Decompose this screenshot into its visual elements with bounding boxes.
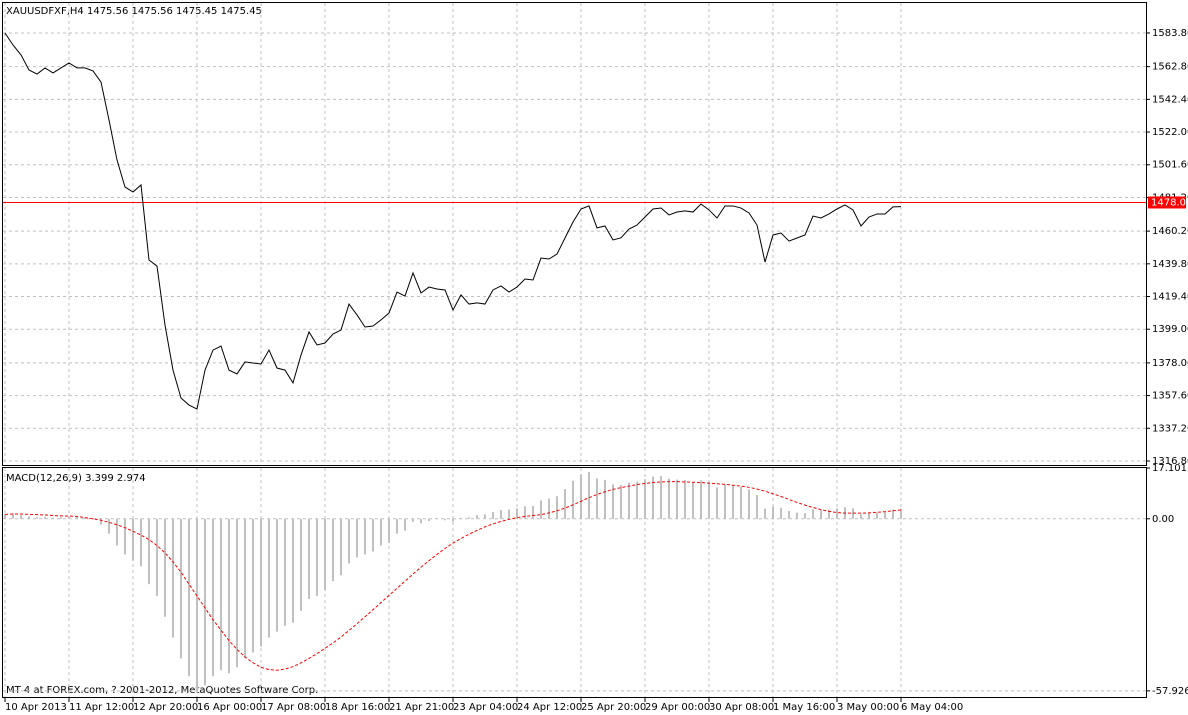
x-tick-label: 12 Apr 20:00 xyxy=(133,702,198,713)
y-tick-label: 1337.20 xyxy=(1152,423,1188,434)
y-tick-label: 17.101 xyxy=(1152,463,1187,474)
x-tick-label: 25 Apr 20:00 xyxy=(581,702,646,713)
x-tick-label: 18 Apr 16:00 xyxy=(325,702,390,713)
x-tick-label: 29 Apr 00:00 xyxy=(645,702,710,713)
footer: MT 4 at FOREX.com, ? 2001-2012, MetaQuot… xyxy=(6,685,318,696)
x-tick-label: 3 May 00:00 xyxy=(837,702,899,713)
y-tick-label: 1357.60 xyxy=(1152,391,1188,402)
x-tick-label: 16 Apr 00:00 xyxy=(197,702,262,713)
y-tick-label: 1501.60 xyxy=(1152,160,1188,171)
x-tick-label: 11 Apr 12:00 xyxy=(69,702,134,713)
macd-title: MACD(12,26,9) 3.399 2.974 xyxy=(6,473,146,484)
y-tick-label: 1460.20 xyxy=(1152,226,1188,237)
y-tick-label: 1419.40 xyxy=(1152,292,1188,303)
y-tick-label: 1316.80 xyxy=(1152,456,1188,467)
signal-line xyxy=(4,481,902,671)
macd-panel xyxy=(2,467,1147,698)
y-tick-label: 1399.00 xyxy=(1152,324,1188,335)
price-line-series xyxy=(4,32,902,410)
x-tick-label: 23 Apr 04:00 xyxy=(453,702,518,713)
chart-title: XAUUSDFXF,H4 1475.56 1475.56 1475.45 147… xyxy=(6,6,262,17)
x-tick-label: 17 Apr 08:00 xyxy=(261,702,326,713)
y-tick-label: 1542.40 xyxy=(1152,94,1188,105)
y-tick-label: 1439.80 xyxy=(1152,259,1188,270)
x-tick-label: 24 Apr 12:00 xyxy=(517,702,582,713)
price-label-box xyxy=(1148,196,1186,209)
price-panel xyxy=(2,2,1147,466)
x-tick-label: 10 Apr 2013 xyxy=(5,702,67,713)
price-label: 1478.07 xyxy=(1151,197,1188,208)
x-tick-label: 21 Apr 21:00 xyxy=(389,702,454,713)
y-tick-label: 1522.00 xyxy=(1152,127,1188,138)
x-tick-label: 6 May 04:00 xyxy=(901,702,963,713)
y-tick-label: -57.926 xyxy=(1152,686,1188,697)
y-tick-label: 0.00 xyxy=(1152,514,1174,525)
x-tick-label: 1 May 16:00 xyxy=(773,702,835,713)
y-tick-label: 1562.80 xyxy=(1152,62,1188,73)
x-tick-label: 30 Apr 08:00 xyxy=(709,702,774,713)
y-tick-label: 1378.00 xyxy=(1152,358,1188,369)
y-tick-label: 1583.80 xyxy=(1152,28,1188,39)
